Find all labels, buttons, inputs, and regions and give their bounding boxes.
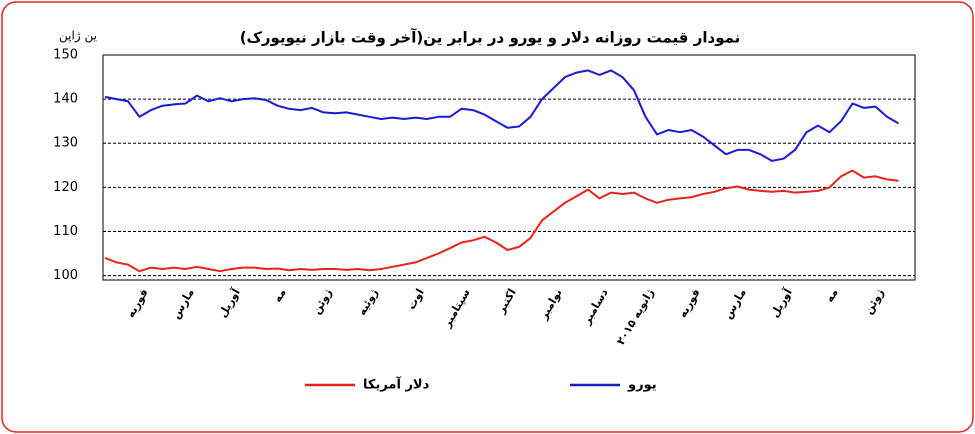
x-tick-label: ژانویه ۲۰۱۵	[614, 287, 657, 348]
y-tick-label: 140	[53, 92, 78, 107]
x-tick-label: مارس	[169, 287, 196, 322]
x-tick-label: ژوئن	[862, 287, 887, 317]
x-tick-label: آوریل	[215, 286, 243, 320]
legend-label: دلار آمریکا	[363, 376, 430, 393]
y-tick-label: 150	[53, 48, 78, 63]
x-tick-label: فوریه	[676, 287, 703, 321]
y-axis-label: ین ژاپن	[59, 29, 97, 44]
chart-title: نمودار قیمت روزانه دلار و یورو در برابر …	[240, 29, 741, 47]
x-tick-label: مارس	[721, 287, 748, 322]
y-tick-label: 120	[53, 180, 78, 195]
series-line	[104, 69, 899, 162]
y-tick-label: 130	[53, 136, 78, 151]
x-tick-label: مه	[823, 287, 841, 305]
x-tick-label: اکتبر	[494, 287, 519, 317]
x-tick-label: سپتامبر	[440, 287, 473, 331]
x-tick-label: آوریل	[767, 286, 795, 320]
legend-label: یورو	[627, 378, 657, 393]
plot-area	[102, 54, 916, 281]
x-tick-label: دسامبر	[580, 286, 611, 327]
x-tick-label: اوت	[405, 287, 427, 312]
x-tick-label: ژوئن	[310, 287, 335, 317]
y-tick-label: 100	[53, 268, 78, 283]
x-tick-label: نوامبر	[536, 287, 564, 323]
series-line	[104, 169, 899, 273]
x-tick-label: فوریه	[124, 287, 151, 321]
y-tick-label: 110	[53, 224, 78, 239]
x-tick-label: ژوئیه	[355, 287, 380, 318]
x-tick-label: مه	[271, 287, 289, 305]
